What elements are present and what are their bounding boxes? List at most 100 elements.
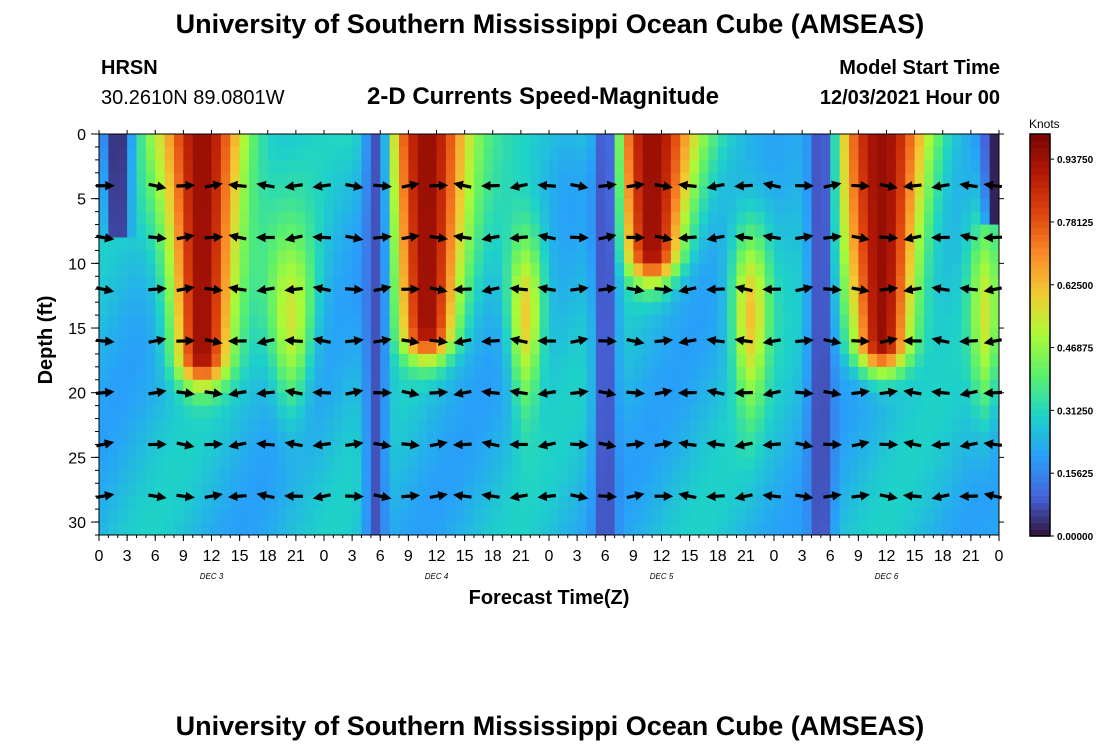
heat-cell [539, 483, 550, 497]
heat-cell [399, 431, 409, 446]
heat-cell [380, 263, 391, 277]
heat-cell [905, 134, 916, 148]
heat-cell [380, 405, 391, 420]
heat-cell [914, 159, 925, 174]
heat-cell [745, 522, 756, 535]
heat-cell [389, 405, 400, 420]
heat-cell [924, 198, 934, 213]
heat-cell [502, 237, 513, 252]
current-vector [903, 439, 922, 449]
heat-cell [474, 198, 484, 213]
heat-cell [511, 276, 522, 290]
heat-cell [286, 392, 297, 407]
heat-cell [361, 276, 372, 290]
heat-cell [361, 302, 372, 316]
heat-cell [399, 457, 409, 471]
current-vector [256, 491, 275, 501]
heat-cell [295, 289, 306, 303]
heat-cell [295, 483, 306, 497]
heat-cell [399, 470, 409, 484]
heat-cell [970, 185, 981, 200]
heat-cell [127, 483, 138, 497]
heat-cell [202, 172, 213, 187]
heat-cell [155, 302, 166, 316]
heat-cell [174, 315, 184, 329]
heat-cell [277, 340, 288, 355]
heat-cell [567, 353, 578, 368]
heat-cell [811, 159, 822, 174]
heat-cell [99, 237, 109, 252]
heat-cell [408, 418, 419, 433]
heat-cell [483, 276, 494, 290]
heat-cell [520, 289, 531, 303]
heat-cell [839, 315, 850, 329]
heat-cell [108, 483, 119, 497]
heat-cell [352, 496, 363, 510]
heat-cell [577, 302, 588, 316]
heat-cell [455, 146, 466, 161]
heat-cell [399, 289, 409, 303]
heat-cell [352, 134, 363, 148]
heat-cell [99, 172, 109, 187]
current-vector [931, 491, 950, 502]
heat-cell [717, 470, 728, 484]
heat-cell [136, 379, 147, 394]
heat-cell [520, 470, 531, 484]
heat-cell [886, 366, 897, 381]
heat-cell [708, 134, 719, 148]
current-vector [204, 439, 224, 450]
heat-cell [961, 457, 972, 471]
heat-cell [633, 146, 644, 161]
heat-cell [127, 172, 138, 187]
heat-cell [136, 224, 147, 239]
heat-cell [417, 134, 428, 148]
heat-cell [202, 522, 213, 535]
heat-cell [895, 146, 906, 161]
heat-cell [164, 392, 175, 407]
heat-cell [389, 431, 400, 446]
y-tick-label: 5 [77, 192, 86, 209]
heat-cell [699, 457, 709, 471]
heat-cell [839, 159, 850, 174]
heat-cell [202, 457, 213, 471]
heat-cell [127, 185, 138, 200]
heat-cell [99, 211, 109, 226]
heat-cell [211, 353, 222, 368]
current-vector [312, 232, 332, 243]
current-vector [373, 181, 392, 191]
heat-cell [839, 237, 850, 252]
heat-cell [549, 198, 559, 213]
heat-cell [155, 315, 166, 329]
heat-cell [867, 392, 878, 407]
heat-cell [980, 289, 991, 303]
heat-cell [661, 444, 672, 458]
heat-cell [417, 172, 428, 187]
heat-cell [792, 276, 803, 290]
heat-cell [802, 509, 813, 523]
heat-cell [267, 483, 278, 497]
heat-cell [680, 159, 691, 174]
heat-cell [839, 198, 850, 213]
heat-cell [492, 509, 503, 523]
heat-cell [961, 315, 972, 329]
heat-cell [980, 159, 991, 174]
heat-cell [895, 237, 906, 252]
heat-cell [314, 418, 325, 433]
current-vector [429, 491, 448, 501]
heat-cell [464, 392, 475, 407]
heat-cell [277, 405, 288, 420]
heat-cell [99, 315, 109, 329]
heat-cell [595, 522, 606, 535]
colorbar-tick-label: 0.78125 [1057, 218, 1094, 229]
heat-cell [192, 185, 203, 200]
heat-cell [614, 185, 625, 200]
heat-cell [314, 457, 325, 471]
heat-cell [352, 405, 363, 420]
heat-cell [764, 237, 775, 252]
heat-cell [624, 444, 634, 458]
heat-cell [595, 172, 606, 187]
heat-cell [633, 315, 644, 329]
heat-cell [924, 159, 934, 174]
heat-cell [586, 315, 597, 329]
heat-cell [652, 146, 663, 161]
